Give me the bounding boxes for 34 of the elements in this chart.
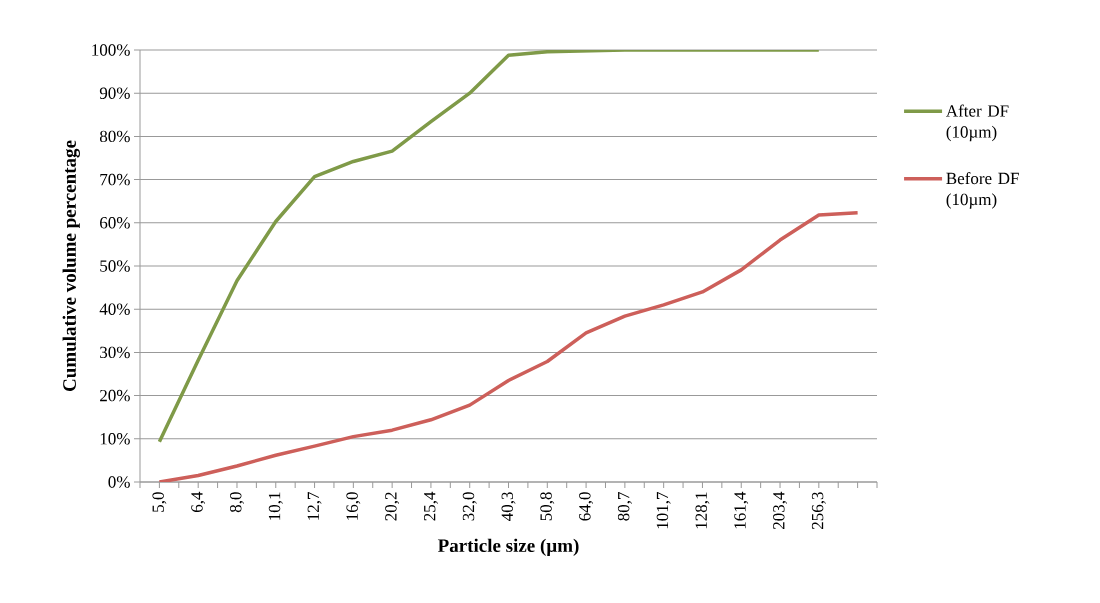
y-tick-label: 30% (100, 346, 130, 359)
line-series (157, 211, 860, 482)
x-tick-label: 256,3 (811, 492, 826, 530)
x-tick-label: 16,0 (346, 492, 361, 520)
x-tick-label: 5,0 (152, 492, 167, 512)
y-tick-label: 100% (92, 44, 130, 56)
x-tick-label: 25,4 (423, 491, 438, 521)
y-tick-label: 50% (100, 260, 130, 272)
x-tick-label: 6,4 (191, 491, 206, 513)
x-tick-label: 203,4 (773, 491, 787, 530)
y-tick-label: 0% (108, 476, 130, 488)
legend-label: After DF (10µm) (945, 104, 1009, 142)
x-tick-label: 12,7 (307, 492, 322, 520)
y-tick-label: 60% (100, 217, 130, 229)
y-axis-title: Cumulative volume percentage (62, 140, 80, 392)
x-tick-label: 128,1 (695, 492, 710, 529)
x-axis-title: Particle size (µm) (437, 538, 579, 556)
legend-label: Before DF (10µm) (946, 172, 1019, 209)
x-tick-label: 64,0 (579, 492, 594, 521)
y-tick-label: 80% (99, 130, 130, 143)
y-tick-label: 70% (100, 173, 130, 186)
y-tick-label: 20% (100, 389, 130, 402)
y-tick-label: 40% (99, 303, 130, 315)
x-tick-label: 8,0 (230, 492, 244, 513)
x-tick-label: 20,2 (385, 492, 400, 521)
x-tick-label: 32,0 (462, 492, 477, 521)
x-tick-label: 10,1 (268, 492, 283, 520)
x-tick-label: 101,7 (656, 492, 671, 529)
x-tick-label: 161,4 (734, 491, 749, 529)
y-tick-label: 90% (99, 87, 130, 99)
x-tick-label: 80,7 (617, 492, 632, 521)
x-tick-label: 50,8 (540, 492, 555, 521)
y-tick-label: 10% (100, 433, 130, 445)
x-tick-label: 40,3 (501, 492, 516, 521)
